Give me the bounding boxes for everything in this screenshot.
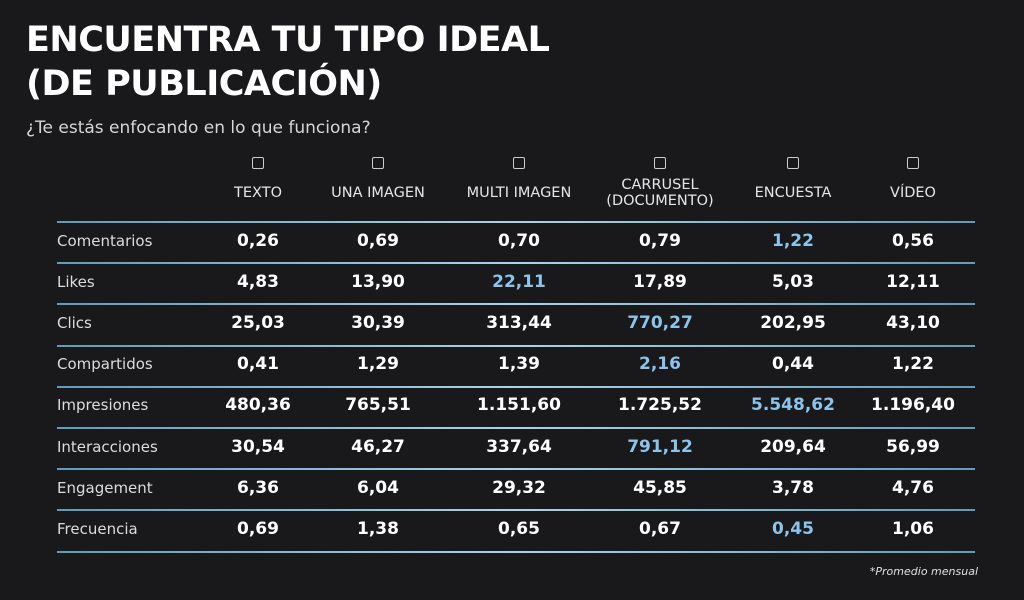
table-cell: 765,51 — [345, 395, 411, 416]
table-rule — [57, 221, 975, 223]
table-cell: 0,67 — [639, 519, 681, 539]
table-cell: 480,36 — [225, 395, 291, 416]
subtitle: ¿Te estás enfocando en lo que funciona? — [26, 118, 371, 138]
row-label: Likes — [57, 272, 95, 291]
table-rule — [57, 262, 975, 265]
table-cell: 1,38 — [357, 519, 399, 539]
table-cell: 4,83 — [237, 271, 279, 292]
title-line: (DE PUBLICACIÓN) — [26, 64, 382, 104]
table-cell: 1,22 — [772, 230, 814, 251]
table-cell: 6,36 — [237, 477, 279, 498]
column-icon — [513, 157, 525, 169]
footnote: *Promedio mensual — [869, 565, 978, 578]
table-cell: 56,99 — [886, 436, 940, 457]
table-cell: 1,06 — [892, 519, 934, 539]
column-icon — [372, 157, 384, 169]
column-header: ENCUESTA — [754, 185, 832, 201]
table-rule — [57, 468, 975, 471]
table-cell: 29,32 — [492, 477, 546, 498]
table-cell: 3,78 — [772, 477, 814, 498]
table-rule — [57, 385, 975, 388]
column-header: VÍDEO — [890, 185, 936, 201]
table-cell: 1,29 — [357, 354, 399, 375]
table-cell: 0,79 — [639, 230, 681, 251]
column-icon — [654, 157, 666, 169]
column-header: MULTI IMAGEN — [466, 185, 572, 201]
column-header: (DOCUMENTO) — [606, 193, 714, 209]
row-label: Interacciones — [57, 437, 158, 456]
table-cell: 1,22 — [892, 354, 934, 375]
table-cell: 0,44 — [772, 354, 814, 375]
table-cell: 45,85 — [633, 477, 687, 498]
table-cell: 313,44 — [486, 313, 552, 333]
table-cell: 1.725,52 — [618, 395, 702, 416]
table-cell: 2,16 — [639, 354, 681, 375]
column-header: TEXTO — [234, 185, 282, 201]
table-cell: 4,76 — [892, 477, 934, 498]
table-cell: 770,27 — [627, 313, 693, 333]
table-cell: 43,10 — [886, 313, 940, 333]
row-label: Compartidos — [57, 355, 153, 374]
table-cell: 1.196,40 — [871, 395, 955, 416]
table-cell: 46,27 — [351, 436, 405, 457]
table-cell: 202,95 — [760, 313, 826, 333]
row-label: Engagement — [57, 478, 153, 497]
table-cell: 17,89 — [633, 271, 687, 292]
title-line: ENCUENTRA TU TIPO IDEAL — [26, 20, 550, 60]
table-rule — [57, 303, 975, 306]
table-cell: 12,11 — [886, 271, 940, 292]
table-cell: 0,69 — [357, 230, 399, 251]
table-cell: 0,70 — [498, 230, 540, 251]
table-rule — [57, 550, 975, 553]
table-cell: 1,39 — [498, 354, 540, 375]
row-label: Impresiones — [57, 396, 149, 415]
table-cell: 30,54 — [231, 436, 285, 457]
table-cell: 13,90 — [351, 271, 405, 292]
row-label: Frecuencia — [57, 520, 138, 538]
table-cell: 25,03 — [231, 313, 285, 333]
table-rule — [57, 509, 975, 512]
row-label: Comentarios — [57, 231, 153, 250]
table-cell: 209,64 — [760, 436, 826, 457]
table-rule — [57, 344, 975, 347]
table-cell: 0,65 — [498, 519, 540, 539]
table-cell: 337,64 — [486, 436, 552, 457]
table-cell: 0,45 — [772, 519, 814, 539]
table-cell: 0,69 — [237, 519, 279, 539]
column-icon — [907, 157, 919, 169]
column-header: UNA IMAGEN — [331, 185, 425, 201]
column-header: CARRUSEL — [621, 177, 699, 193]
table-cell: 791,12 — [627, 436, 693, 457]
table-cell: 22,11 — [492, 271, 546, 292]
table-cell: 5.548,62 — [751, 395, 835, 416]
column-icon — [787, 157, 799, 169]
column-icon — [252, 157, 264, 169]
table-cell: 5,03 — [772, 271, 814, 292]
table-cell: 6,04 — [357, 477, 399, 498]
table-cell: 0,41 — [237, 354, 279, 375]
table-rule — [57, 427, 975, 429]
table-cell: 30,39 — [351, 313, 405, 333]
table-cell: 0,56 — [892, 230, 934, 251]
table-cell: 0,26 — [237, 230, 279, 251]
row-label: Clics — [57, 314, 92, 332]
table-cell: 1.151,60 — [477, 395, 561, 416]
